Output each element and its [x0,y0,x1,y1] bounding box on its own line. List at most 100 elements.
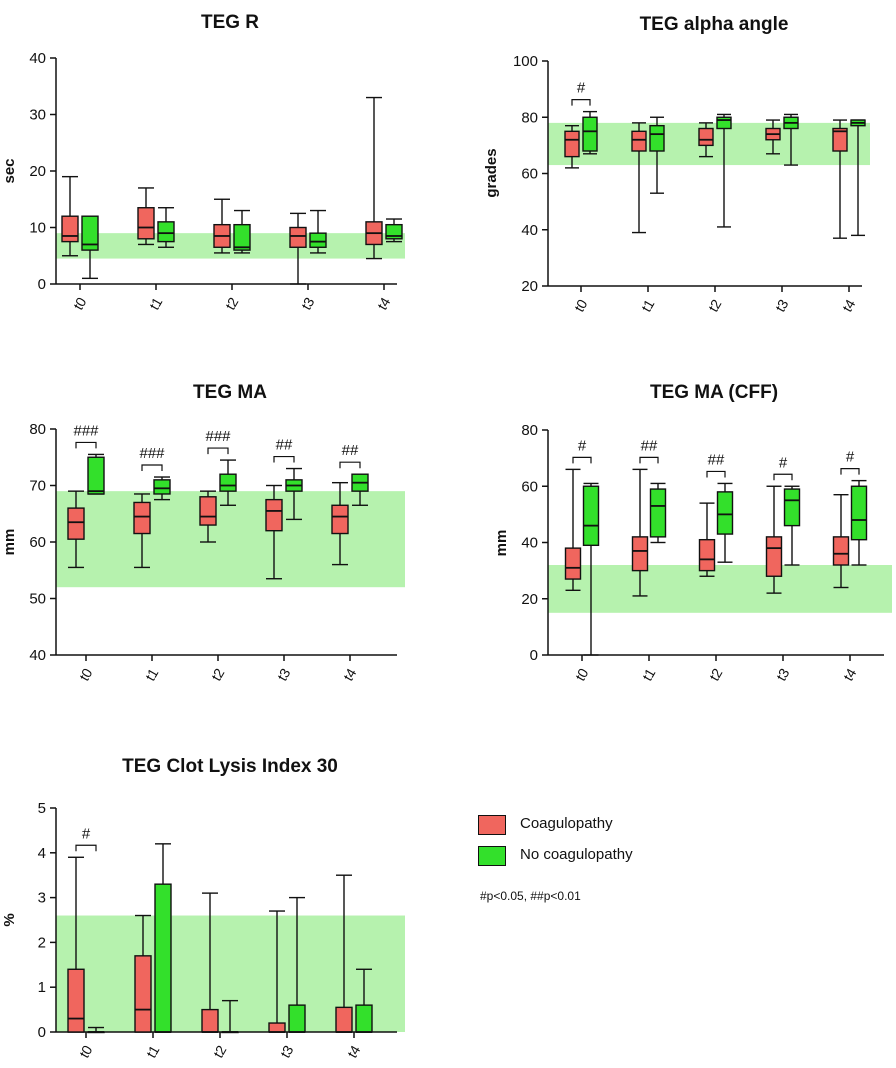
x-tick-label-t4: t4 [840,665,860,683]
box-t0-coagulopathy [67,856,85,1033]
box-t4-no-coagulopathy [850,479,868,566]
box-t1-no-coagulopathy [157,207,175,248]
x-tick-label-t2: t2 [705,296,725,314]
box-iqr [564,130,580,158]
box-iqr [81,215,99,251]
y-axis-label: % [1,913,18,926]
box-t2-no-coagulopathy [716,113,732,228]
box-t1-no-coagulopathy [649,116,665,194]
y-tick-label: 4 [38,845,46,862]
box-iqr [67,507,85,540]
box-t3-coagulopathy [265,484,283,580]
y-tick-label: 60 [29,534,46,551]
box-t2-no-coagulopathy [716,482,734,563]
box-iqr [649,488,667,538]
box-iqr [154,883,172,1033]
reference-band [548,565,892,613]
box-iqr [631,536,649,572]
legend-swatch-coagulopathy [478,815,506,835]
box-iqr [137,207,155,240]
x-tick-label-t3: t3 [772,296,792,314]
x-tick-label-t4: t4 [344,1042,364,1060]
box-t2-no-coagulopathy [219,459,237,506]
box-t3-no-coagulopathy [309,209,327,254]
significance-bracket [571,99,591,106]
x-tick-label-t2: t2 [222,294,242,312]
significance-label: ## [708,451,725,468]
x-tick-label-t0: t0 [571,296,591,314]
x-tick-label-t4: t4 [374,294,394,312]
box-iqr [355,1004,373,1033]
x-tick-label-t3: t3 [274,665,294,683]
box-t2-no-coagulopathy [233,209,251,254]
box-t4-coagulopathy [832,119,848,239]
box-t3-no-coagulopathy [783,485,801,566]
box-iqr [233,223,251,251]
box-iqr [832,536,850,566]
box-iqr [631,130,647,152]
x-tick-label-t1: t1 [146,294,166,312]
x-tick-label-t1: t1 [143,1042,163,1060]
x-tick-label-t0: t0 [572,665,592,683]
x-tick-label-t3: t3 [277,1042,297,1060]
box-iqr [564,547,582,580]
y-tick-label: 70 [29,478,46,495]
x-tick-label-t2: t2 [210,1042,230,1060]
significance-label: ### [205,428,231,445]
significance-label: ## [641,437,658,454]
box-t1-no-coagulopathy [649,482,667,544]
y-tick-label: 20 [29,163,46,180]
x-tick-label-t0: t0 [76,665,96,683]
box-t3-coagulopathy [765,119,781,155]
x-tick-label-t1: t1 [638,296,658,314]
box-t4-coagulopathy [331,481,349,566]
x-tick-label-t4: t4 [340,665,360,683]
box-t1-coagulopathy [631,122,647,234]
y-tick-label: 40 [29,647,46,664]
significance-bracket [773,473,793,481]
box-iqr [67,968,85,1033]
chart-panel-1: TEG R sec 0 10 20 30 40 t0 t1 t2 t3 t4 [1,12,405,313]
box-iqr [649,124,665,152]
box-iqr [288,1004,306,1033]
box-iqr [268,1022,286,1033]
significance-label: # [846,449,855,466]
box-t0-coagulopathy [564,468,582,592]
box-t3-no-coagulopathy [783,113,799,166]
y-tick-label: 40 [521,535,538,552]
box-iqr [698,538,716,572]
y-tick-label: 10 [29,220,46,237]
box-iqr [582,485,600,547]
x-tick-label-t3: t3 [298,294,318,312]
significance-bracket [75,844,97,852]
significance-bracket [75,441,97,449]
box-t1-coagulopathy [631,468,649,597]
significance-note: #p<0.05, ##p<0.01 [480,889,581,903]
y-axis-label: sec [1,158,18,183]
box-iqr [832,127,848,152]
box-t0-no-coagulopathy [582,110,598,155]
chart-title: TEG Clot Lysis Index 30 [122,756,338,777]
y-tick-label: 1 [38,979,46,996]
y-tick-label: 3 [38,890,46,907]
significance-label: ## [342,442,359,459]
chart-panel-2: TEG alpha angle grades 20 40 60 80 100 t0 t1 t2 t3… [483,14,870,315]
y-tick-label: 0 [38,276,46,293]
box-iqr [199,496,217,526]
chart-title: TEG alpha angle [640,14,789,35]
box-t0-coagulopathy [61,175,79,257]
box-iqr [265,498,283,532]
y-tick-label: 80 [521,422,538,439]
box-iqr [61,215,79,243]
box-iqr [201,1008,219,1033]
y-axis-label: grades [483,148,500,197]
box-iqr [153,479,171,495]
box-iqr [134,955,152,1033]
significance-label: # [578,437,587,454]
box-t0-coagulopathy [564,124,580,169]
box-iqr [765,536,783,577]
significance-label: ## [276,437,293,454]
significance-bracket [840,468,860,475]
significance-bracket [339,461,361,469]
